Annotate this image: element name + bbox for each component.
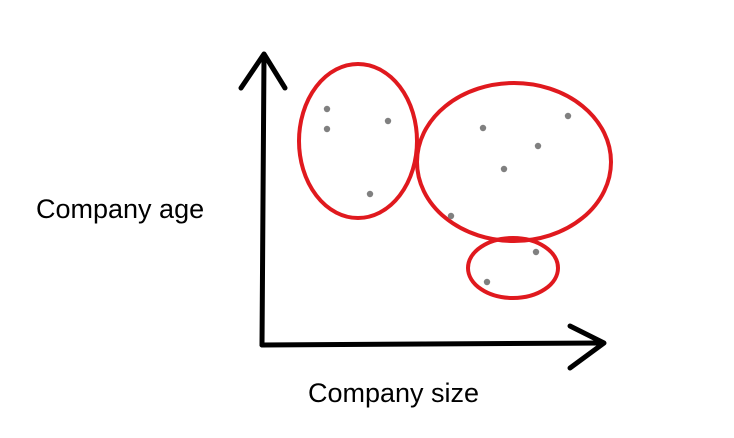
- data-point: [500, 165, 508, 173]
- y-axis-arrowhead: [238, 51, 288, 91]
- data-point: [323, 105, 331, 113]
- data-point: [323, 125, 331, 133]
- data-points: [323, 105, 572, 286]
- cluster-outline-bottom: [466, 236, 560, 300]
- data-point: [534, 142, 542, 150]
- data-point: [483, 278, 491, 286]
- data-point: [447, 212, 455, 220]
- x-axis-line: [259, 340, 606, 348]
- axes: [238, 51, 607, 371]
- y-axis-label: Company age: [36, 194, 205, 224]
- x-axis-arrowhead: [567, 323, 607, 371]
- data-point: [384, 117, 392, 125]
- x-axis-label: Company size: [308, 378, 480, 408]
- cluster-outlines: [297, 62, 613, 300]
- data-point: [366, 190, 374, 198]
- data-point: [479, 124, 487, 132]
- data-point: [564, 112, 572, 120]
- y-axis-line: [259, 53, 267, 348]
- cluster-outline-top-left: [297, 62, 419, 220]
- data-point: [532, 248, 540, 256]
- cluster-outline-large-right: [415, 81, 613, 243]
